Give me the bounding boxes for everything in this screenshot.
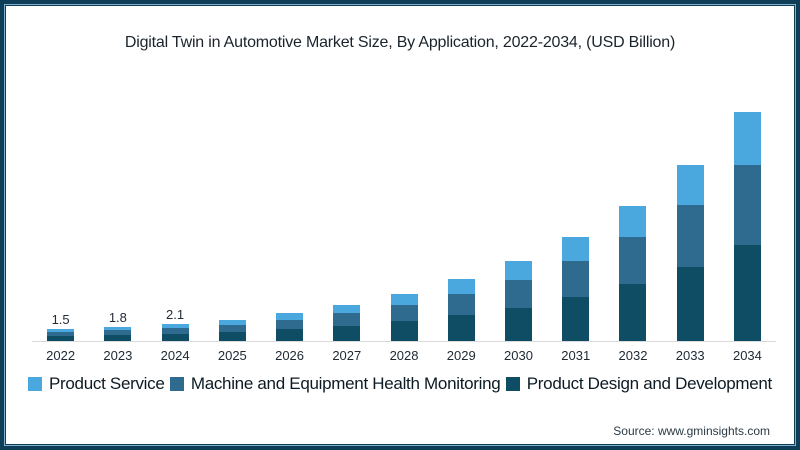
- stacked-bar-2030: [504, 261, 532, 341]
- bar-column-2033: [662, 90, 719, 341]
- bar-segment: [504, 261, 532, 280]
- bar-column-2027: [318, 90, 375, 341]
- legend: Product Service Machine and Equipment He…: [28, 374, 772, 394]
- bar-column-2026: [261, 90, 318, 341]
- bar-segment: [218, 319, 246, 325]
- bar-segment: [619, 206, 647, 238]
- bar-column-2022: 1.5: [32, 90, 89, 341]
- bar-data-label: 1.8: [108, 309, 127, 325]
- legend-swatch-machine-health-monitoring: [169, 377, 184, 391]
- bar-segment: [276, 319, 304, 330]
- bar-segment: [447, 279, 475, 294]
- bar-data-label: 1.5: [51, 312, 70, 328]
- x-axis-label-2034: 2034: [732, 348, 762, 363]
- legend-item-product-design-development: Product Design and Development: [505, 374, 773, 394]
- x-axis-label-2028: 2028: [389, 348, 419, 363]
- bar-segment: [218, 324, 246, 333]
- bar-segment: [276, 313, 304, 320]
- bar-segment: [504, 307, 532, 341]
- bar-segment: [562, 297, 590, 341]
- bar-segment: [47, 331, 75, 336]
- stacked-bar-2029: [447, 279, 475, 341]
- bar-segment: [276, 329, 304, 341]
- bar-segment: [161, 334, 189, 341]
- stacked-bar-2022: [47, 329, 75, 341]
- stacked-bar-2032: [619, 206, 647, 341]
- stacked-bar-2028: [390, 293, 418, 341]
- legend-item-product-service: Product Service: [28, 374, 165, 394]
- chart-title: Digital Twin in Automotive Market Size, …: [124, 34, 676, 51]
- x-axis-label-2029: 2029: [446, 348, 476, 363]
- x-axis-label-2030: 2030: [504, 348, 533, 363]
- legend-label: Product Design and Development: [526, 374, 773, 393]
- x-axis-label-2025: 2025: [217, 348, 247, 363]
- bar-segment: [562, 260, 590, 298]
- stacked-bar-2024: [161, 324, 189, 341]
- bar-column-2024: 2.1: [146, 90, 203, 341]
- bar-segment: [333, 325, 361, 341]
- x-axis-label-2031: 2031: [561, 348, 591, 363]
- bar-segment: [619, 284, 647, 341]
- bar-column-2025: [204, 90, 261, 341]
- bar-segment: [333, 313, 361, 326]
- bar-segment: [104, 326, 132, 330]
- legend-item-machine-health-monitoring: Machine and Equipment Health Monitoring: [169, 374, 501, 394]
- plot-area: 1.5 1.8 2.1 2022 2023 2024 2025 2026 2027 2028 20…: [32, 90, 776, 363]
- bar-segment: [161, 328, 189, 334]
- bar-segment: [390, 321, 418, 341]
- x-axis-label-2024: 2024: [160, 348, 190, 363]
- bar-segment: [447, 293, 475, 316]
- stacked-bar-2031: [562, 236, 590, 341]
- bar-column-2032: [604, 90, 661, 341]
- bar-segment: [562, 236, 590, 261]
- bar-column-2023: 1.8: [89, 90, 146, 341]
- x-axis-label-2027: 2027: [332, 348, 362, 363]
- bar-segment: [104, 335, 132, 341]
- bar-segment: [676, 205, 704, 267]
- bar-column-2030: [490, 90, 547, 341]
- bar-segment: [47, 336, 75, 341]
- stacked-bar-2023: [104, 326, 132, 341]
- bar-segment: [218, 332, 246, 341]
- bar-segment: [104, 330, 132, 335]
- bar-segment: [161, 324, 189, 329]
- bar-data-label: 2.1: [166, 307, 185, 323]
- stacked-bar-2025: [218, 319, 246, 341]
- source-attribution: Source: www.gminsights.com: [613, 424, 770, 438]
- legend-swatch-product-service: [28, 377, 42, 391]
- bar-column-2031: [547, 90, 604, 341]
- bar-column-2034: [719, 90, 776, 341]
- stacked-bar-2026: [276, 313, 304, 341]
- bar-segment: [619, 237, 647, 285]
- legend-label: Product Service: [49, 374, 165, 393]
- bar-segment: [676, 267, 704, 341]
- bar-segment: [390, 304, 418, 322]
- stacked-bar-2033: [676, 164, 704, 341]
- x-axis-label-2026: 2026: [275, 348, 305, 363]
- x-axis-label-2032: 2032: [618, 348, 648, 363]
- bar-segment: [676, 164, 704, 206]
- bar-segment: [390, 293, 418, 305]
- bar-segment: [504, 279, 532, 308]
- bar-segment: [733, 164, 761, 245]
- bar-segment: [333, 304, 361, 314]
- legend-label: Machine and Equipment Health Monitoring: [190, 374, 501, 393]
- bar-segment: [447, 315, 475, 341]
- bar-column-2028: [375, 90, 432, 341]
- stacked-bar-2027: [333, 304, 361, 341]
- x-axis-labels: 2022 2023 2024 2025 2026 2027 2028 2029 2030 2031…: [32, 342, 776, 363]
- bar-column-2029: [433, 90, 490, 341]
- bar-segment: [733, 111, 761, 165]
- x-axis-label-2022: 2022: [46, 348, 76, 363]
- x-axis-label-2023: 2023: [103, 348, 133, 363]
- bar-segment: [47, 329, 75, 332]
- bars-row: 1.5 1.8 2.1: [32, 90, 776, 342]
- stacked-bar-2034: [733, 111, 761, 341]
- legend-swatch-product-design-development: [505, 377, 520, 391]
- bar-segment: [733, 244, 761, 341]
- x-axis-label-2033: 2033: [675, 348, 705, 363]
